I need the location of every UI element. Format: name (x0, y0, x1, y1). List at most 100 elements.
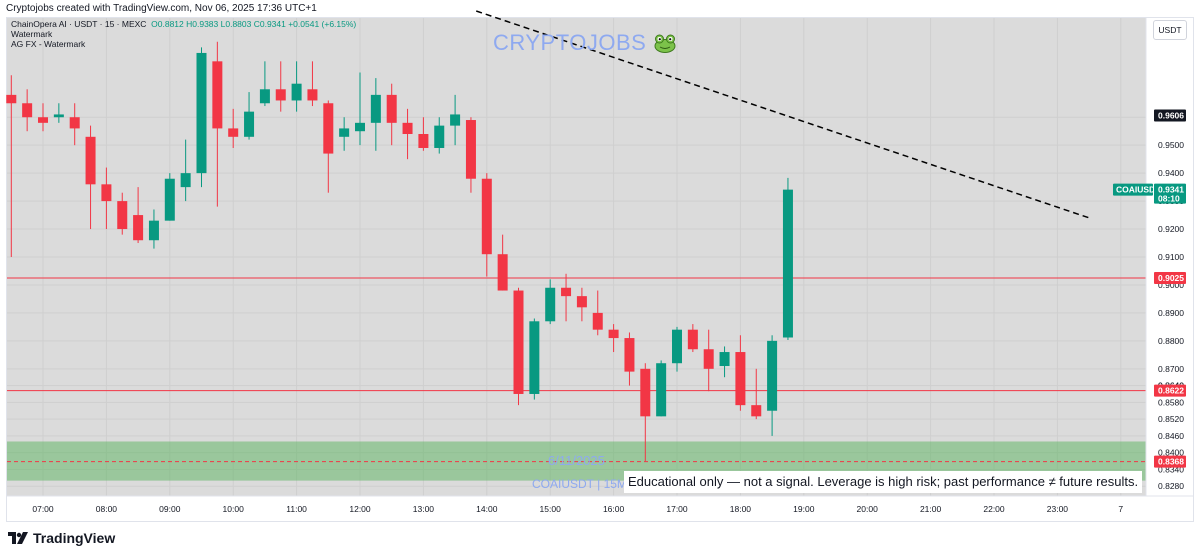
candle (38, 103, 48, 132)
candle-body (767, 340, 778, 411)
candle (212, 41, 223, 207)
candle-body (307, 89, 318, 101)
candle (719, 346, 730, 378)
candle-body (38, 117, 48, 123)
candle-body (434, 125, 445, 148)
last-symbol-bg (1113, 183, 1153, 196)
brand-watermark-text: CRYPTOJOBS (493, 30, 647, 55)
trend-line[interactable] (475, 10, 1090, 219)
watermark-symbol: COAIUSDT | 15M (532, 477, 627, 491)
indicator-watermark[interactable]: Watermark (11, 29, 53, 39)
zone-price-tag-text: 0.8368 (1158, 457, 1184, 467)
candle (22, 89, 33, 132)
candle (117, 192, 128, 235)
candle-body (624, 338, 635, 372)
candle (291, 61, 302, 112)
time-axis: 07:00 08:00 09:00 10:00 11:00 12:00 13:00 14:00… (32, 504, 1123, 514)
last-price-text: 0.9341 (1158, 185, 1184, 195)
candle-body (735, 352, 746, 406)
candle (228, 108, 239, 148)
price-tick-label: 0.8280 (1158, 481, 1184, 491)
candle-body (196, 52, 207, 174)
candle (640, 363, 651, 462)
countdown-text: 08:10 (1158, 194, 1180, 204)
high-price-tag-bg (1154, 109, 1186, 122)
candle-body (6, 94, 17, 104)
high-price-tag-text: 0.9606 (1158, 111, 1184, 121)
candle-body (513, 290, 524, 394)
candle (69, 103, 80, 146)
price-tick-label: 0.8460 (1158, 431, 1184, 441)
time-tick-label: 13:00 (413, 504, 435, 514)
support-price-tag-text: 0.8622 (1158, 386, 1184, 396)
candle-body (450, 114, 461, 126)
candle-body (656, 363, 667, 417)
candle (307, 61, 318, 107)
price-tick-label: 0.8520 (1158, 414, 1184, 424)
candle (465, 117, 476, 193)
candle-body (53, 114, 64, 118)
horizontal-levels (7, 277, 1146, 392)
price-axis: 0.8280 0.8340 0.8400 0.8460 0.8520 0.85800.86… (1158, 112, 1184, 491)
candle (624, 332, 635, 386)
candle (85, 125, 96, 230)
candle-body (355, 122, 365, 132)
candle (561, 273, 572, 322)
candle (370, 78, 381, 151)
candle (180, 139, 191, 202)
candle (101, 167, 112, 230)
price-tick-label: 0.8700 (1158, 364, 1184, 374)
candle (386, 83, 397, 146)
indicator-agfx-watermark[interactable]: AG FX - Watermark (11, 39, 86, 49)
resistance-price-tag-text: 0.9025 (1158, 273, 1184, 283)
disclaimer-box: Educational only — not a signal. Leverag… (624, 471, 1143, 493)
candle-body (576, 296, 587, 308)
last-symbol-text: COAIUSDT (1116, 185, 1161, 195)
price-tick-label: 0.8580 (1158, 397, 1184, 407)
symbol-title[interactable]: ChainOpera AI · USDT · 15 · MEXC (11, 19, 147, 29)
candle (275, 61, 286, 112)
ohlc-values: O0.8812 H0.9383 L0.8803 C0.9341 +0.0541 … (151, 19, 357, 29)
brand-watermark: CRYPTOJOBS (493, 30, 677, 56)
candle-body (85, 136, 96, 185)
tradingview-branding[interactable]: TradingView (8, 530, 115, 546)
time-tick-label: 23:00 (1047, 504, 1069, 514)
candle-body (751, 405, 762, 417)
candle-body (339, 128, 350, 137)
candle (592, 290, 603, 336)
resistance-price-tag: 0.9025 (1154, 271, 1186, 284)
time-tick-label: 7 (1118, 504, 1123, 514)
chart-legend: ChainOpera AI · USDT · 15 · MEXC O0.8812… (11, 19, 356, 49)
time-tick-label: 21:00 (920, 504, 942, 514)
candle-body (418, 134, 429, 148)
time-tick-label: 07:00 (32, 504, 54, 514)
candles (6, 41, 793, 462)
price-tick-label: 0.9000 (1158, 280, 1184, 290)
watermark-date: 6/11/2025 (548, 453, 605, 468)
candle (450, 94, 461, 146)
candle-body (561, 287, 572, 297)
currency-button[interactable]: USDT (1153, 20, 1187, 40)
candle-body (133, 215, 144, 241)
resistance-price-tag-bg (1154, 271, 1186, 284)
candle (782, 177, 793, 341)
candle-body (672, 329, 682, 364)
candle-body (719, 352, 730, 367)
candle (6, 75, 17, 257)
last-price-bg (1154, 183, 1186, 204)
support-price-tag: 0.8622 (1154, 384, 1186, 397)
zone-price-tag: 0.8368 (1154, 455, 1186, 468)
candle-body (164, 178, 175, 221)
time-tick-label: 11:00 (286, 504, 307, 514)
chart-frame (6, 17, 1194, 522)
candle-body (117, 201, 128, 230)
candle-body (22, 103, 33, 118)
time-tick-label: 14:00 (476, 504, 498, 514)
candle (418, 117, 429, 151)
time-tick-label: 10:00 (223, 504, 245, 514)
candle (576, 287, 587, 322)
time-tick-label: 17:00 (666, 504, 688, 514)
candle-body (529, 321, 540, 394)
